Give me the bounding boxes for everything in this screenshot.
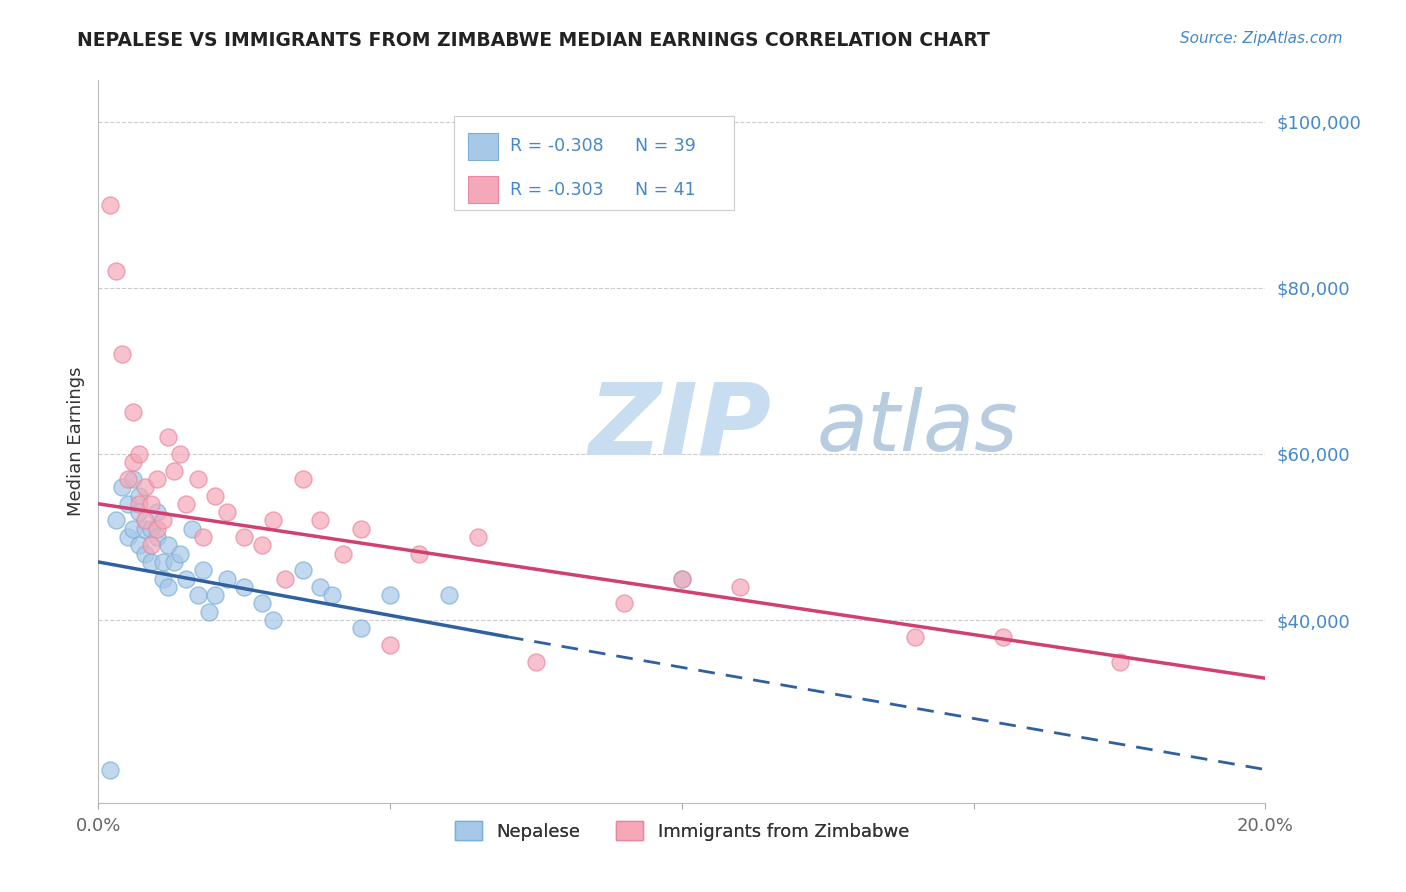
Point bbox=[350, 621, 373, 635]
Point bbox=[274, 572, 297, 586]
Point bbox=[104, 513, 127, 527]
Point bbox=[146, 505, 169, 519]
Point bbox=[128, 489, 150, 503]
Point bbox=[134, 480, 156, 494]
Text: N = 39: N = 39 bbox=[636, 137, 696, 155]
Point bbox=[104, 264, 127, 278]
Point bbox=[991, 630, 1014, 644]
Point bbox=[122, 405, 145, 419]
Y-axis label: Median Earnings: Median Earnings bbox=[66, 367, 84, 516]
Point bbox=[146, 530, 169, 544]
Point bbox=[98, 763, 121, 777]
Point bbox=[98, 198, 121, 212]
Point bbox=[146, 472, 169, 486]
Point bbox=[134, 547, 156, 561]
Point bbox=[262, 613, 284, 627]
Text: R = -0.308: R = -0.308 bbox=[510, 137, 605, 155]
Point bbox=[152, 572, 174, 586]
Point bbox=[128, 447, 150, 461]
Point bbox=[1108, 655, 1130, 669]
Point bbox=[152, 555, 174, 569]
Point bbox=[250, 538, 273, 552]
Point bbox=[524, 655, 547, 669]
Text: R = -0.303: R = -0.303 bbox=[510, 181, 605, 199]
Point bbox=[128, 505, 150, 519]
Point bbox=[128, 497, 150, 511]
Point bbox=[198, 605, 221, 619]
Point bbox=[187, 472, 209, 486]
Point bbox=[146, 522, 169, 536]
Point bbox=[163, 464, 186, 478]
Point bbox=[350, 522, 373, 536]
Point bbox=[730, 580, 752, 594]
Text: Source: ZipAtlas.com: Source: ZipAtlas.com bbox=[1180, 31, 1343, 46]
Point bbox=[671, 572, 693, 586]
Point bbox=[187, 588, 209, 602]
Point bbox=[380, 588, 402, 602]
Point bbox=[233, 530, 256, 544]
Point bbox=[321, 588, 343, 602]
Text: NEPALESE VS IMMIGRANTS FROM ZIMBABWE MEDIAN EARNINGS CORRELATION CHART: NEPALESE VS IMMIGRANTS FROM ZIMBABWE MED… bbox=[77, 31, 990, 50]
Point bbox=[437, 588, 460, 602]
Point bbox=[111, 347, 134, 361]
Point bbox=[157, 538, 180, 552]
Point bbox=[134, 522, 156, 536]
Point bbox=[122, 472, 145, 486]
Point bbox=[193, 563, 215, 577]
Point bbox=[169, 547, 191, 561]
Point bbox=[163, 555, 186, 569]
Point bbox=[215, 505, 238, 519]
Point bbox=[139, 522, 162, 536]
Point bbox=[157, 430, 180, 444]
Point bbox=[291, 472, 314, 486]
Point bbox=[380, 638, 402, 652]
FancyBboxPatch shape bbox=[468, 176, 498, 203]
FancyBboxPatch shape bbox=[468, 133, 498, 161]
Legend: Nepalese, Immigrants from Zimbabwe: Nepalese, Immigrants from Zimbabwe bbox=[447, 814, 917, 848]
Point bbox=[408, 547, 430, 561]
Point bbox=[332, 547, 354, 561]
Point bbox=[157, 580, 180, 594]
Point bbox=[122, 455, 145, 469]
Point bbox=[174, 572, 197, 586]
Point bbox=[139, 497, 162, 511]
Point bbox=[215, 572, 238, 586]
Point bbox=[180, 522, 202, 536]
Point bbox=[193, 530, 215, 544]
Point bbox=[467, 530, 489, 544]
Point bbox=[671, 572, 693, 586]
Point bbox=[174, 497, 197, 511]
Point bbox=[250, 597, 273, 611]
Text: ZIP: ZIP bbox=[589, 378, 772, 475]
Point bbox=[139, 538, 162, 552]
Point bbox=[904, 630, 927, 644]
Point bbox=[204, 588, 226, 602]
Text: N = 41: N = 41 bbox=[636, 181, 696, 199]
Point bbox=[204, 489, 226, 503]
Point bbox=[309, 513, 332, 527]
Point bbox=[152, 513, 174, 527]
Point bbox=[134, 513, 156, 527]
Point bbox=[291, 563, 314, 577]
Point bbox=[309, 580, 332, 594]
Point bbox=[111, 480, 134, 494]
Point bbox=[612, 597, 634, 611]
Point bbox=[233, 580, 256, 594]
Point bbox=[117, 472, 139, 486]
Point bbox=[122, 522, 145, 536]
Point bbox=[128, 538, 150, 552]
Point bbox=[262, 513, 284, 527]
Point bbox=[117, 497, 139, 511]
Point bbox=[169, 447, 191, 461]
FancyBboxPatch shape bbox=[454, 117, 734, 211]
Point bbox=[117, 530, 139, 544]
Text: atlas: atlas bbox=[815, 386, 1018, 467]
Point bbox=[139, 555, 162, 569]
